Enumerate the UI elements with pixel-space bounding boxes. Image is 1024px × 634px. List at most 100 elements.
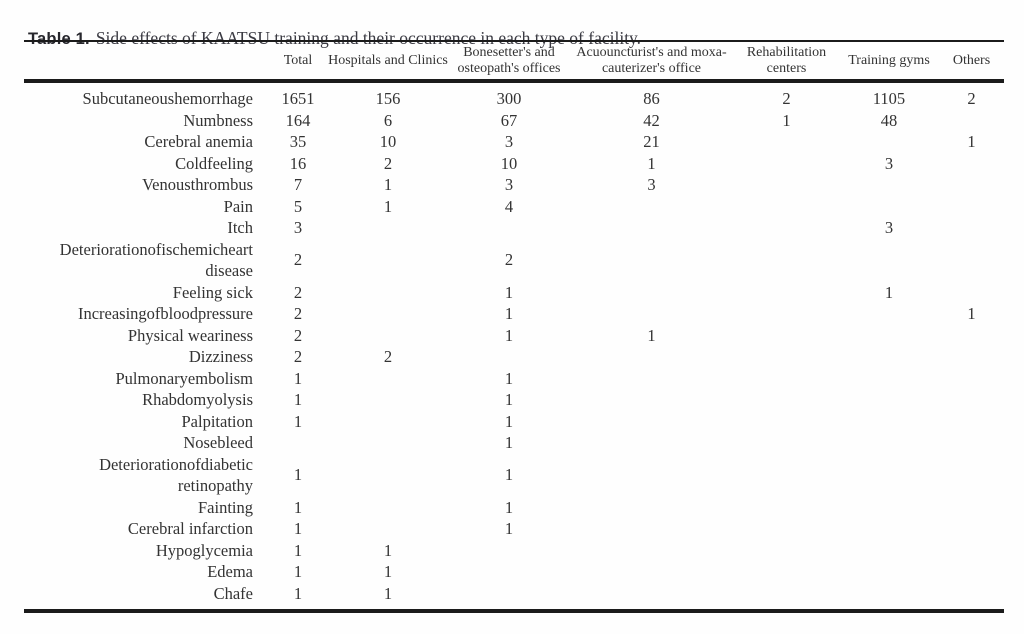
row-label: Numbness xyxy=(183,110,253,130)
value-cell: 1 xyxy=(383,562,393,581)
table-row: Feeling sick 2 1 1 xyxy=(24,282,1004,304)
row-label: Edema xyxy=(207,562,253,581)
value-cell xyxy=(939,540,1004,562)
value-cell xyxy=(734,174,839,196)
value-cell: 1 xyxy=(383,583,393,603)
value-cell: 1 xyxy=(293,411,303,431)
table-row: Cerebral anemia 35 10 3 21 1 xyxy=(24,131,1004,153)
value-cell xyxy=(449,561,569,583)
value-cell: 3 xyxy=(647,175,656,194)
value-cell: 1 xyxy=(293,465,303,485)
value-cell xyxy=(734,282,839,304)
value-cell: 10 xyxy=(500,153,518,173)
value-cell: 1 xyxy=(504,411,514,431)
value-cell xyxy=(569,217,734,239)
value-cell xyxy=(327,282,449,304)
value-cell: 86 xyxy=(643,89,660,108)
table-row: Deteriorationofdiabetic retinopathy 1 1 xyxy=(24,454,1004,497)
value-cell xyxy=(327,368,449,390)
value-cell: 5 xyxy=(293,196,303,216)
value-cell: 1 xyxy=(293,368,303,388)
header-cell-training-gyms: Training gyms xyxy=(839,41,939,83)
value-cell xyxy=(569,282,734,304)
value-cell: 7 xyxy=(293,175,303,194)
value-cell xyxy=(839,497,939,519)
value-cell xyxy=(939,346,1004,368)
value-cell: 3 xyxy=(293,218,303,237)
row-label: Cerebral infarction xyxy=(127,519,253,538)
value-cell: 1 xyxy=(504,465,514,485)
value-cell: 164 xyxy=(285,110,311,130)
value-cell: 1 xyxy=(782,110,791,130)
value-cell xyxy=(839,454,939,497)
value-cell: 1 xyxy=(383,175,393,194)
value-cell: 1 xyxy=(383,196,393,216)
value-cell: 1 xyxy=(504,325,514,345)
value-cell xyxy=(839,239,939,282)
header-cell-total: Total xyxy=(269,41,327,83)
value-cell xyxy=(734,583,839,612)
value-cell xyxy=(734,131,839,153)
value-cell xyxy=(569,583,734,612)
value-cell xyxy=(569,239,734,282)
value-cell xyxy=(449,540,569,562)
value-cell: 3 xyxy=(884,218,894,237)
value-cell xyxy=(449,583,569,612)
table-row: Dizziness 2 2 xyxy=(24,346,1004,368)
row-label: Pain xyxy=(223,196,253,216)
value-cell xyxy=(734,411,839,433)
value-cell xyxy=(939,217,1004,239)
value-cell xyxy=(839,368,939,390)
value-cell: 6 xyxy=(383,110,393,130)
value-cell xyxy=(734,153,839,175)
value-cell xyxy=(839,432,939,454)
table-row: Deteriorationofischemicheart disease 2 2 xyxy=(24,239,1004,282)
value-cell xyxy=(939,325,1004,347)
value-cell xyxy=(839,346,939,368)
value-cell xyxy=(734,497,839,519)
value-cell: 1105 xyxy=(872,89,906,108)
value-cell: 3 xyxy=(504,132,514,151)
value-cell xyxy=(839,131,939,153)
value-cell xyxy=(839,540,939,562)
value-cell xyxy=(839,196,939,218)
value-cell: 3 xyxy=(504,175,514,194)
value-cell xyxy=(327,217,449,239)
value-cell: 1 xyxy=(647,325,656,345)
value-cell: 1 xyxy=(884,282,894,302)
value-cell xyxy=(734,368,839,390)
table-row: Pain 5 1 4 xyxy=(24,196,1004,218)
value-cell xyxy=(569,196,734,218)
value-cell: 1 xyxy=(293,519,303,538)
value-cell: 1 xyxy=(504,390,514,409)
value-cell: 2 xyxy=(293,304,303,323)
row-label: Subcutaneoushemorrhage xyxy=(82,89,253,108)
value-cell xyxy=(734,196,839,218)
value-cell: 35 xyxy=(289,132,307,151)
row-label: Itch xyxy=(227,218,253,237)
value-cell xyxy=(569,303,734,325)
value-cell: 1 xyxy=(383,540,393,560)
value-cell: 2 xyxy=(504,250,514,270)
value-cell: 1 xyxy=(504,497,514,517)
row-label: Rhabdomyolysis xyxy=(142,390,253,409)
row-label: Dizziness xyxy=(188,347,253,366)
value-cell xyxy=(734,217,839,239)
value-cell xyxy=(734,303,839,325)
value-cell: 1 xyxy=(293,562,303,581)
row-label: Feeling sick xyxy=(172,282,253,302)
table-row: Venousthrombus 7 1 3 3 xyxy=(24,174,1004,196)
value-cell: 2 xyxy=(383,153,393,173)
value-cell xyxy=(327,454,449,497)
value-cell xyxy=(939,411,1004,433)
value-cell: 1 xyxy=(504,519,514,538)
value-cell xyxy=(327,411,449,433)
table-row: Cerebral infarction 1 1 xyxy=(24,518,1004,540)
value-cell xyxy=(449,217,569,239)
table-row: Hypoglycemia 1 1 xyxy=(24,540,1004,562)
table-header: Total Hospitals and Clinics Bonesetter's… xyxy=(24,41,1004,83)
value-cell xyxy=(939,454,1004,497)
value-cell xyxy=(839,561,939,583)
row-label: Coldfeeling xyxy=(175,153,253,173)
